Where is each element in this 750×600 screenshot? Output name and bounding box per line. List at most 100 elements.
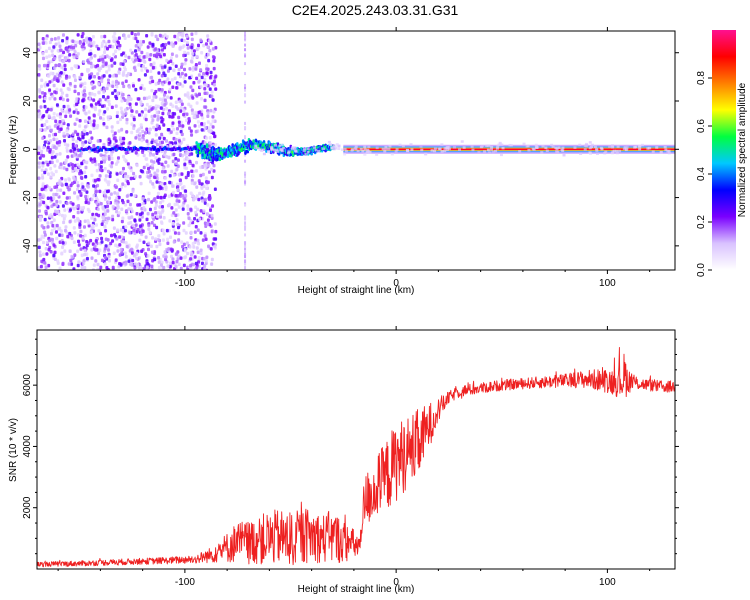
- spectrogram-cell: [121, 182, 125, 186]
- spectrogram-cell: [490, 148, 494, 151]
- spectrogram-cell: [110, 125, 114, 129]
- spectrogram-cell: [93, 85, 97, 89]
- spectrogram-cell: [79, 84, 83, 88]
- spectrogram-cell: [109, 58, 113, 62]
- spectrogram-cell: [138, 218, 142, 222]
- spectrogram-cell: [453, 146, 457, 149]
- spectrogram-cell: [72, 207, 76, 211]
- spectrogram-cell: [130, 130, 134, 135]
- spectrogram-cell: [89, 103, 93, 107]
- spectrogram-cell: [121, 81, 125, 85]
- spectrogram-cell: [152, 175, 156, 179]
- spectrogram-cell: [121, 93, 125, 97]
- spectrogram-cell: [445, 148, 449, 151]
- spectrogram-cell: [110, 105, 114, 110]
- spectrogram-cell: [143, 73, 147, 77]
- spectrogram-cell: [155, 110, 159, 115]
- spectrogram-cell: [83, 148, 86, 152]
- spectrogram-cell: [63, 208, 67, 212]
- spectrogram-cell: [106, 216, 110, 221]
- spectrogram-cell: [534, 143, 538, 147]
- spectrogram-cell: [135, 163, 139, 168]
- snr-plot-area: [37, 330, 675, 569]
- spectrogram-cell: [151, 42, 155, 47]
- spectrogram-cell: [79, 169, 83, 173]
- spectrogram-cell: [38, 67, 42, 71]
- spectrogram-cell: [130, 31, 134, 36]
- spectrogram-cell: [387, 147, 391, 151]
- spectrogram-cell: [84, 194, 88, 199]
- spectrogram-cell: [163, 169, 167, 174]
- spectrogram-cell: [192, 49, 196, 53]
- spectrogram-cell: [44, 49, 48, 53]
- spectrogram-cell: [68, 108, 72, 112]
- spectrogram-cell: [141, 64, 145, 69]
- spectrogram-cell: [46, 145, 50, 150]
- spectrogram-cell: [55, 113, 59, 117]
- spectrogram-cell: [199, 68, 203, 72]
- spectrogram-cell: [106, 46, 110, 51]
- spectrogram-cell: [155, 139, 159, 143]
- spectrogram-cell: [160, 140, 164, 145]
- spectrogram-cell: [84, 165, 88, 170]
- spectrogram-cell: [39, 84, 43, 89]
- spectrogram-cell: [40, 149, 44, 154]
- spectrogram-cell: [205, 71, 209, 75]
- spectrogram-cell: [273, 144, 277, 147]
- spectrogram-cell: [302, 147, 306, 150]
- spectrogram-cell: [168, 202, 172, 207]
- spectrogram-cell: [189, 236, 193, 240]
- spectrogram-cell: [108, 147, 111, 151]
- spectrogram-cell: [188, 75, 192, 80]
- spectrogram-cell: [172, 222, 176, 226]
- spectrogram-cell: [280, 143, 284, 146]
- spectrogram-cell: [194, 31, 198, 36]
- spectrogram-cell: [92, 194, 96, 198]
- spectrogram-cell: [200, 50, 204, 55]
- spectrogram-cell: [161, 111, 165, 116]
- spectrogram-cell: [244, 266, 247, 270]
- spectrogram-cell: [105, 147, 109, 151]
- spectrogram-cell: [83, 85, 87, 90]
- spectrogram-cell: [163, 150, 167, 154]
- spectrogram-cell: [155, 123, 159, 128]
- spectrogram-cell: [38, 202, 42, 207]
- spectrogram-cell: [134, 136, 138, 140]
- spectrogram-cell: [141, 196, 145, 201]
- spectrogram-cell: [359, 148, 363, 151]
- spectrogram-cell: [384, 145, 388, 149]
- spectrogram-cell: [161, 82, 165, 87]
- spectrogram-cell: [173, 112, 177, 116]
- spectrogram-cell: [107, 64, 111, 69]
- spectrogram-cell: [85, 256, 89, 261]
- spectrogram-cell: [195, 265, 199, 270]
- spectrogram-cell: [102, 87, 106, 91]
- spectrogram-cell: [177, 238, 181, 242]
- spectrogram-cell: [152, 147, 155, 151]
- spectrogram-cell: [40, 187, 44, 192]
- spectrogram-cell: [294, 150, 298, 153]
- spectrogram-cell: [145, 52, 149, 56]
- spectrogram-cell: [124, 262, 128, 266]
- spectrogram-cell: [147, 227, 151, 232]
- spectrogram-cell: [141, 58, 145, 63]
- spectrogram-cell: [53, 124, 57, 128]
- spectrogram-cell: [212, 169, 216, 173]
- spectrogram-cell: [130, 263, 134, 267]
- spectrogram-cell: [60, 213, 64, 218]
- spectrogram-cell: [141, 150, 145, 155]
- spectrogram-cell: [131, 57, 135, 62]
- spectrogram-cell: [111, 265, 115, 270]
- spectrogram-cell: [127, 259, 131, 263]
- spectrogram-cell: [195, 94, 199, 98]
- spectrogram-cell: [197, 124, 201, 128]
- spectrogram-cell: [149, 244, 153, 249]
- spectrogram-cell: [282, 146, 286, 150]
- spectrogram-cell: [68, 249, 72, 253]
- spectrogram-cell: [171, 62, 175, 66]
- spectrogram-cell: [90, 92, 94, 96]
- spectrogram-cell: [206, 52, 210, 57]
- spectrogram-cell: [43, 261, 47, 265]
- spectrogram-cell: [167, 41, 171, 45]
- spectrogram-cell: [149, 52, 153, 57]
